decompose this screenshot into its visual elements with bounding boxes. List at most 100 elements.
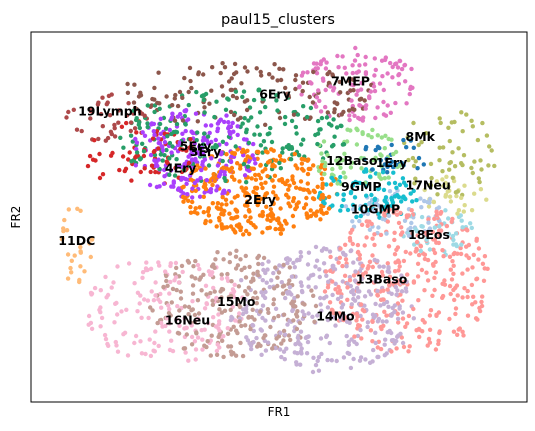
data-point xyxy=(375,133,380,138)
data-point xyxy=(482,254,488,259)
data-point xyxy=(142,133,148,138)
data-point xyxy=(224,113,229,118)
data-point xyxy=(299,73,305,78)
data-point xyxy=(313,264,318,269)
data-point xyxy=(255,202,260,208)
data-point xyxy=(139,315,144,320)
data-point xyxy=(414,229,420,234)
data-point xyxy=(430,293,435,298)
data-point xyxy=(232,282,237,287)
data-point xyxy=(228,344,234,349)
data-point xyxy=(386,269,392,275)
data-point xyxy=(386,279,392,284)
data-point xyxy=(300,289,305,295)
data-point xyxy=(253,290,258,295)
data-point xyxy=(334,158,339,163)
data-point xyxy=(403,249,408,255)
data-point xyxy=(326,80,332,86)
data-point xyxy=(228,293,234,299)
data-point xyxy=(352,113,357,119)
data-point xyxy=(426,220,431,225)
data-point xyxy=(189,308,194,313)
data-point xyxy=(158,131,164,136)
data-point xyxy=(188,204,193,210)
data-point xyxy=(157,184,162,189)
data-point xyxy=(263,149,269,154)
data-point xyxy=(335,53,340,59)
data-point xyxy=(400,176,406,181)
data-point xyxy=(217,174,222,179)
data-point xyxy=(220,225,225,230)
data-point xyxy=(87,153,93,159)
data-point xyxy=(100,124,106,129)
data-point xyxy=(235,193,240,199)
data-point xyxy=(258,309,263,314)
data-point xyxy=(387,189,393,194)
data-point xyxy=(228,131,233,137)
data-point xyxy=(351,88,356,93)
data-point xyxy=(226,120,231,125)
data-point xyxy=(298,250,303,255)
data-point xyxy=(360,263,365,268)
data-point xyxy=(98,111,104,117)
data-point xyxy=(308,213,314,219)
data-point xyxy=(281,262,286,268)
data-point xyxy=(152,109,157,115)
data-point xyxy=(177,89,183,95)
data-point xyxy=(186,312,191,317)
data-point xyxy=(360,131,365,137)
data-point xyxy=(367,95,372,101)
data-point xyxy=(351,296,356,302)
data-point xyxy=(248,215,253,220)
data-point xyxy=(453,190,459,195)
data-point xyxy=(416,298,421,303)
data-point xyxy=(86,313,92,319)
data-point xyxy=(447,254,453,259)
data-point xyxy=(244,130,249,135)
data-point xyxy=(354,286,360,291)
data-point xyxy=(96,100,101,105)
data-point xyxy=(203,218,208,224)
data-point xyxy=(422,288,427,293)
data-point xyxy=(161,181,167,186)
data-point xyxy=(195,119,200,124)
data-point xyxy=(258,163,263,168)
data-point xyxy=(277,263,282,268)
data-point xyxy=(356,295,361,300)
data-point xyxy=(220,93,226,98)
data-point xyxy=(277,66,282,72)
data-point xyxy=(164,147,169,153)
data-point xyxy=(240,121,245,126)
data-point xyxy=(92,138,97,143)
data-point xyxy=(152,132,157,138)
data-point xyxy=(398,331,403,336)
data-point xyxy=(199,167,204,173)
data-point xyxy=(287,265,292,270)
data-point xyxy=(139,351,145,356)
data-point xyxy=(320,183,325,188)
data-point xyxy=(330,292,335,298)
data-point xyxy=(469,118,474,124)
data-point xyxy=(346,108,352,113)
data-point xyxy=(259,73,264,78)
data-point xyxy=(441,145,446,150)
data-point xyxy=(427,247,433,252)
data-point xyxy=(355,52,360,58)
data-point xyxy=(336,65,341,70)
data-point xyxy=(230,93,236,99)
data-point xyxy=(336,284,341,290)
data-point xyxy=(186,117,191,122)
data-point xyxy=(431,247,436,252)
data-point xyxy=(325,357,330,363)
data-point xyxy=(432,225,437,230)
data-point xyxy=(277,347,283,352)
data-point xyxy=(260,230,265,235)
data-point xyxy=(342,273,348,278)
data-point xyxy=(228,307,233,313)
data-point xyxy=(200,347,205,352)
data-point xyxy=(219,276,225,281)
data-point xyxy=(436,338,441,343)
data-point xyxy=(362,169,367,174)
data-point xyxy=(351,356,356,362)
data-point xyxy=(350,160,355,165)
